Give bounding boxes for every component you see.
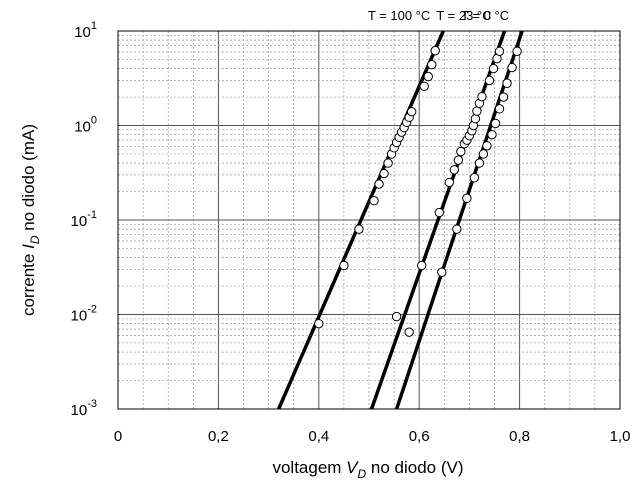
x-axis-label: voltagem VD no diodo (V) [272,458,463,481]
data-point [383,158,393,168]
y-axis-label: corrente ID no diodo (mA) [19,124,42,316]
data-point [452,224,462,234]
grid [118,31,620,409]
data-point [482,141,492,151]
data-point [502,78,512,88]
x-tick-label: 0 [114,428,122,445]
y-tick-base: 10 [71,402,88,419]
data-point [470,114,481,124]
data-point [404,327,414,337]
x-axis-label-symbol: V [346,458,359,477]
y-tick-label: 100 [74,115,97,136]
data-point [487,129,497,140]
data-point [427,59,437,70]
y-axis-label-prefix: corrente [19,249,38,316]
x-tick-label: 1,0 [610,428,631,445]
data-point [494,104,505,114]
data-point [477,91,487,102]
y-axis-label-symbol: I [19,244,38,249]
y-tick-exponent: 0 [91,115,97,127]
data-point [484,75,495,86]
y-tick-label: 10-3 [71,398,97,419]
data-point [444,177,455,188]
series-labels: T = 100 °C T = 23 °CT = 0 °C [368,8,509,23]
y-tick-exponent: -1 [87,209,97,221]
data-point [507,62,517,73]
data-point [391,311,402,322]
x-axis-label-subscript: D [358,467,367,481]
data-point [488,63,499,74]
x-tick-label: 0,2 [208,428,229,445]
data-point [369,196,379,206]
y-tick-label: 101 [74,20,97,41]
data-point [437,267,447,277]
data-point [354,224,364,234]
data-point [478,149,489,159]
data-point [379,168,389,179]
plot-frame [117,30,621,410]
data-point [339,260,349,271]
data-point [406,106,417,117]
fit-line-0 [277,30,445,410]
series-label: T = 0 °C [461,8,509,23]
data-point [419,81,429,91]
data-point [423,71,433,82]
y-axis-label-suffix: no diodo (mA) [19,124,38,236]
x-tick-label: 0,8 [509,428,530,445]
x-axis-label-suffix: no diodo (V) [366,458,463,477]
data-point [494,46,505,56]
y-tick-base: 10 [74,119,91,136]
data-point [453,155,464,165]
x-axis-label-prefix: voltagem [272,458,346,477]
x-tick-label: 0,6 [409,428,430,445]
data-points [314,45,522,337]
y-axis-label-subscript: D [28,235,42,244]
x-tick-label: 0,4 [308,428,329,445]
data-point [449,165,460,175]
y-tick-label: 10-2 [71,304,97,325]
y-tick-exponent: 1 [91,20,97,32]
data-point [474,158,485,168]
y-tick-exponent: -2 [87,304,97,316]
data-point [512,46,522,56]
y-tick-base: 10 [71,308,88,325]
y-tick-base: 10 [71,213,88,230]
y-tick-exponent: -3 [87,398,97,410]
data-point [434,207,444,218]
data-point [456,146,466,157]
data-point [498,92,509,102]
series-label: T = 100 °C [368,8,430,23]
x-tick-labels: 0 0,2 0,4 0,6 0,8 1,0 [114,428,631,445]
data-point [374,179,384,189]
data-point [462,193,472,203]
series-label: T = 23 °C [436,8,491,23]
y-tick-label: 10-1 [71,209,97,230]
y-tick-base: 10 [74,24,91,41]
data-point [314,318,324,329]
data-point [469,173,480,183]
data-point [417,260,427,271]
data-point [430,45,440,56]
data-point [490,118,501,129]
data-point [472,106,482,116]
